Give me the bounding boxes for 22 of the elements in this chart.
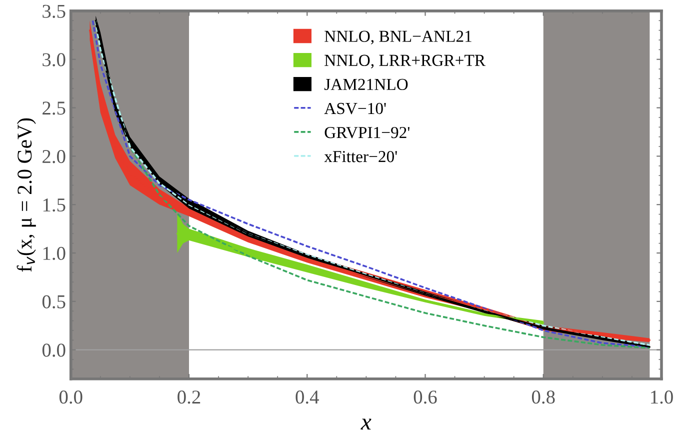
legend-label: xFitter−20' bbox=[324, 150, 397, 162]
x-tick-label: 0.8 bbox=[532, 390, 555, 404]
legend-label: NNLO, LRR+RGR+TR bbox=[324, 54, 486, 68]
x-tick-label: 0.2 bbox=[178, 390, 200, 404]
x-tick-label: 0.4 bbox=[296, 390, 319, 404]
legend-label: JAM21NLO bbox=[324, 78, 408, 90]
legend-label: ASV−10' bbox=[324, 102, 386, 114]
y-tick-label: 1.0 bbox=[43, 246, 66, 260]
y-axis-title: f$_{v}$(x, μ = 2.0 GeV) bbox=[16, 118, 36, 272]
y-tick-label: 2.5 bbox=[42, 102, 66, 115]
y-tick-label: 3.5 bbox=[42, 4, 66, 18]
y-tick-label: 2.0 bbox=[42, 150, 66, 164]
x-tick-label: 0.0 bbox=[59, 390, 82, 404]
y-tick-label: 3.0 bbox=[42, 53, 66, 66]
legend-label: GRVPI1−92' bbox=[324, 126, 410, 138]
x-axis-title: x bbox=[360, 418, 372, 430]
y-tick-label: 0.0 bbox=[42, 344, 66, 357]
y-tick-label: 0.5 bbox=[42, 295, 66, 308]
x-tick-label: 1.0 bbox=[651, 390, 673, 404]
x-tick-label: 0.6 bbox=[414, 390, 437, 404]
legend-label: NNLO, BNL−ANL21 bbox=[324, 30, 472, 44]
y-tick-label: 1.5 bbox=[43, 198, 66, 212]
